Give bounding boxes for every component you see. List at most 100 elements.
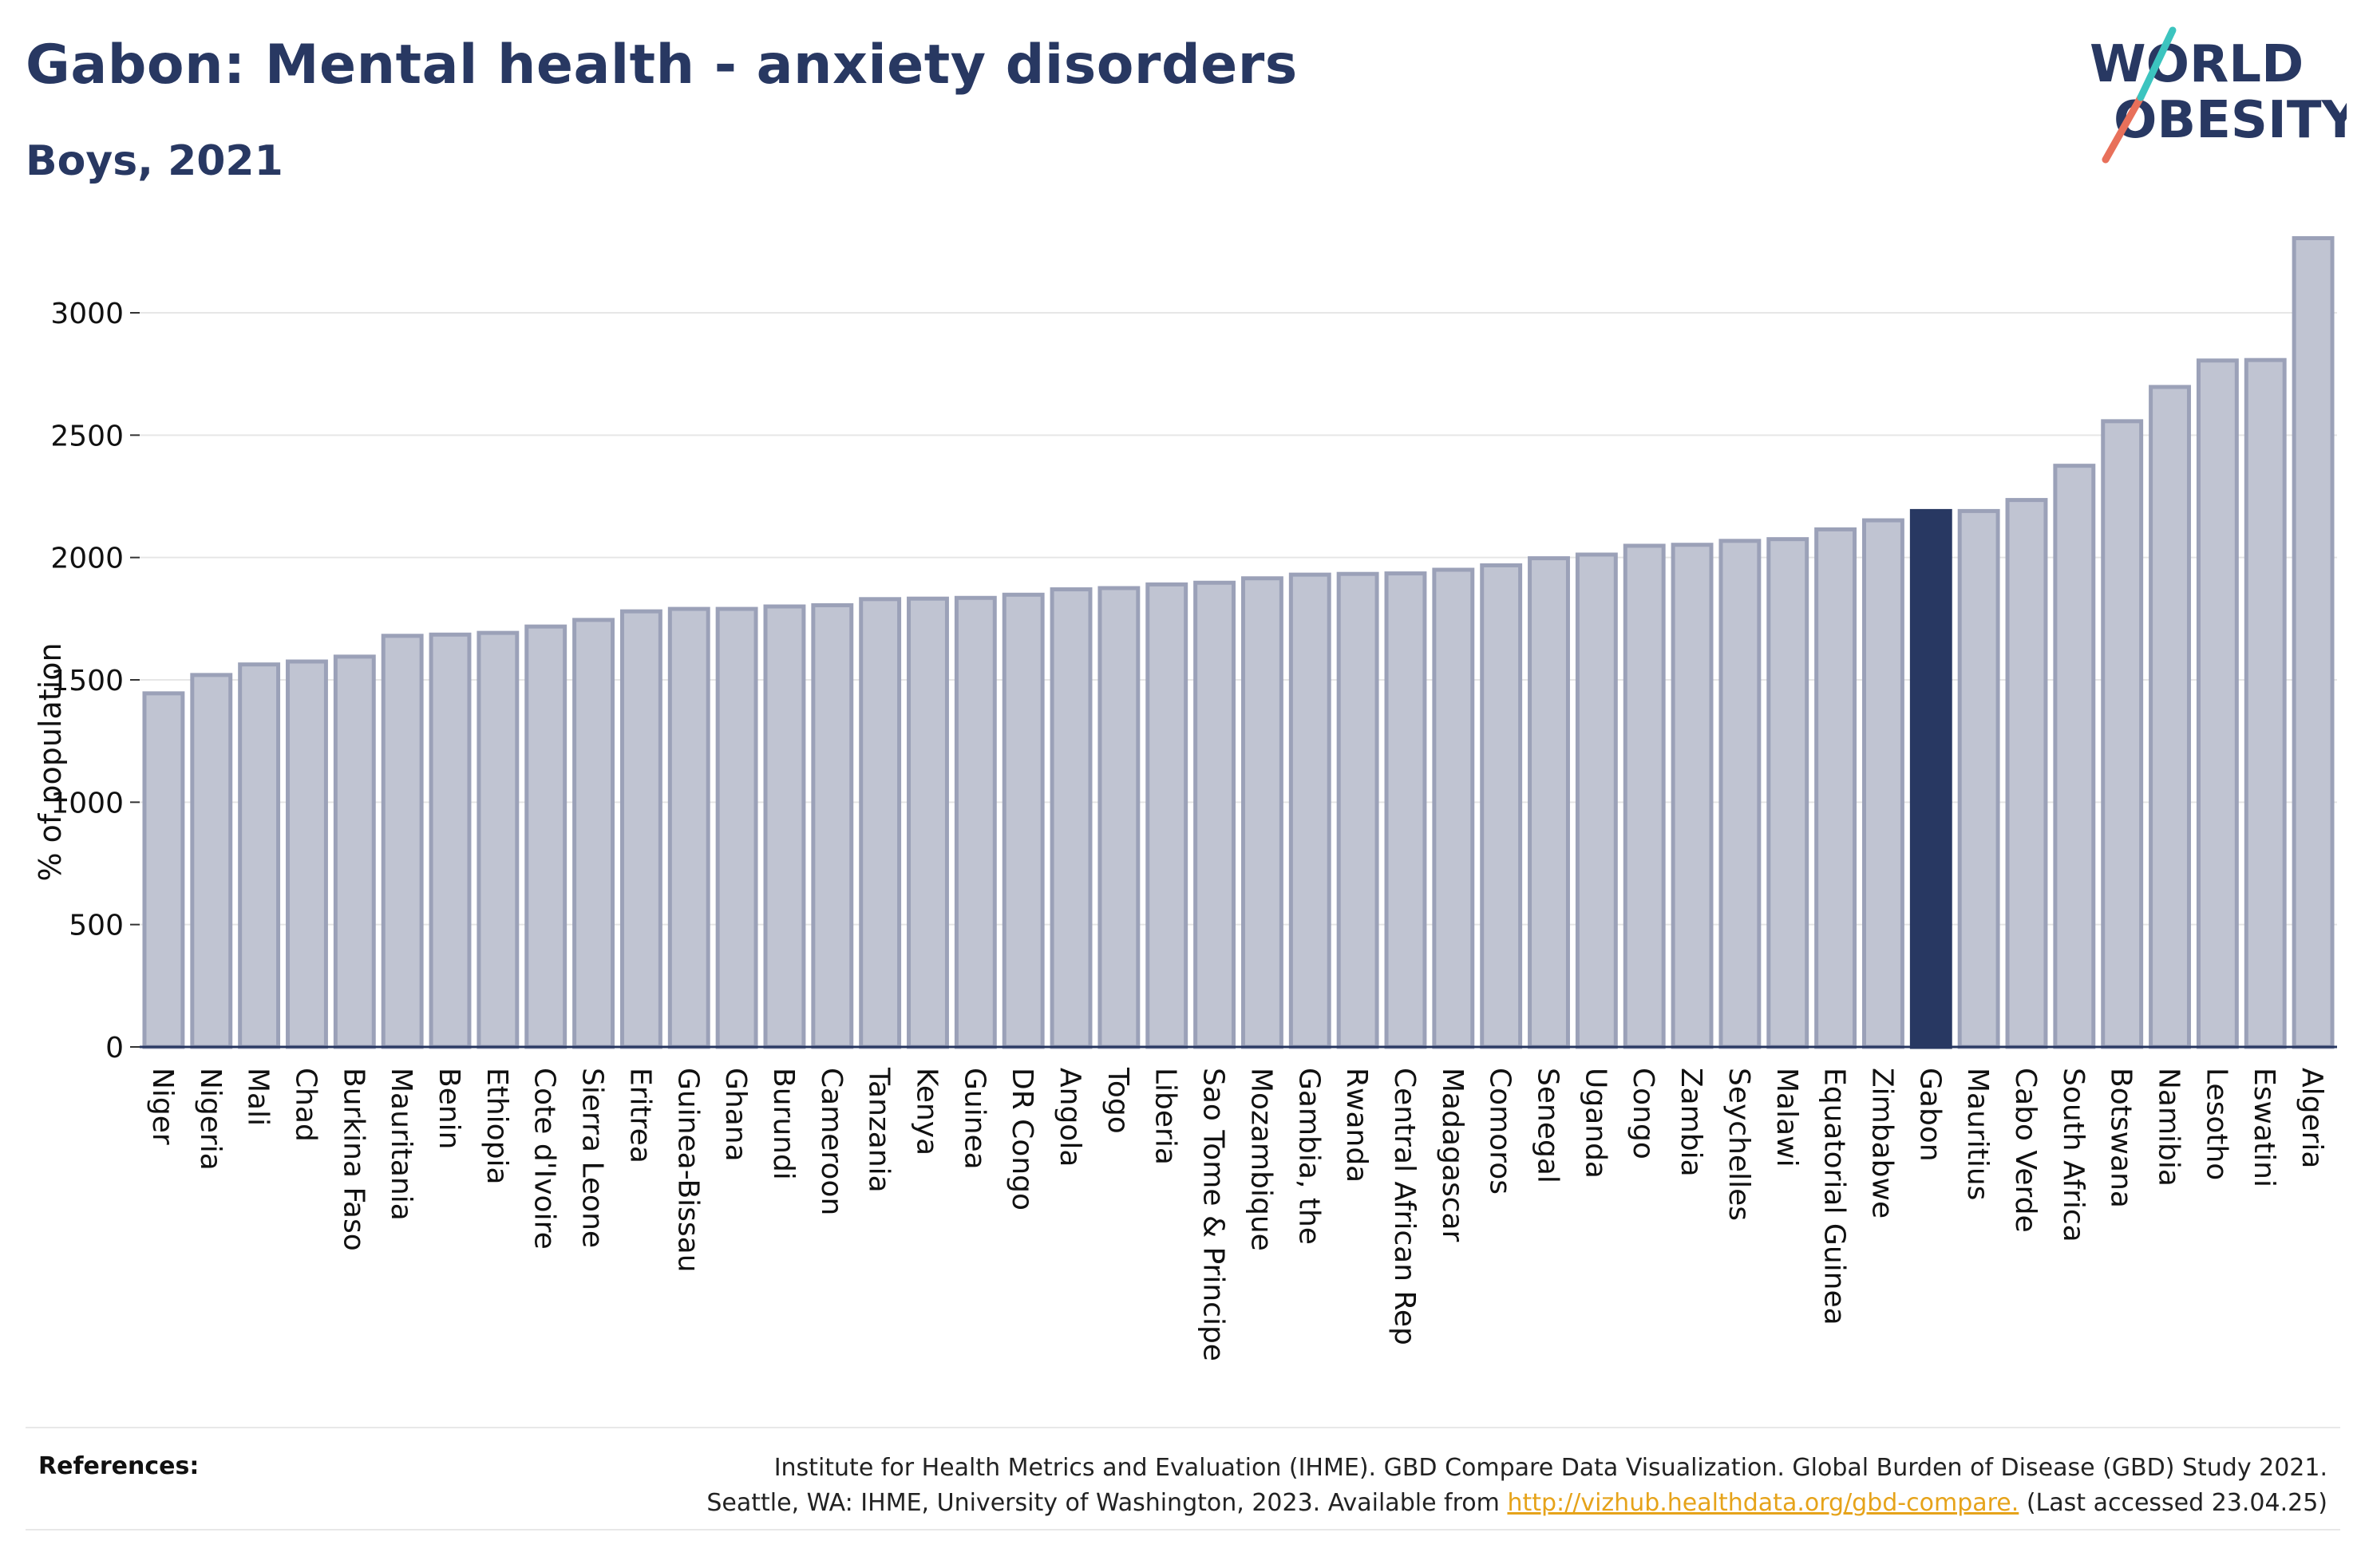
y-tick-label: 1000 (50, 787, 124, 820)
bar (286, 659, 328, 1049)
x-tick-label: Sao Tome & Principe (1197, 1068, 1230, 1361)
reference-line-2-prefix: Seattle, WA: IHME, University of Washing… (706, 1489, 1500, 1517)
x-tick-label: Liberia (1149, 1068, 1182, 1165)
references-footer: References: Institute for Health Metrics… (26, 1427, 2340, 1530)
x-tick-label: Angola (1054, 1068, 1086, 1167)
logo-line2: OBESITY (2114, 91, 2347, 150)
x-tick-label: Mali (242, 1068, 275, 1126)
logo-slash-coral (2102, 93, 2145, 164)
x-tick-label: Eswatini (2248, 1068, 2280, 1187)
world-obesity-logo: WORLD OBESITY (2090, 26, 2347, 164)
x-tick-label: Zambia (1675, 1068, 1707, 1177)
bar (1480, 563, 1523, 1049)
x-tick-label: Lesotho (2200, 1068, 2232, 1180)
x-tick-label: Gabon (1913, 1068, 1946, 1162)
bar (2244, 357, 2287, 1049)
bar (1193, 580, 1236, 1049)
x-tick-label: Burkina Faso (337, 1068, 370, 1251)
chart-title: Gabon: Mental health - anxiety disorders (26, 34, 1298, 97)
bar (1288, 572, 1331, 1049)
y-tick-label: 500 (69, 910, 124, 942)
x-tick-label: Comoros (1484, 1068, 1517, 1195)
y-tick-label: 0 (105, 1032, 124, 1064)
bar (1528, 556, 1570, 1049)
bar (1623, 543, 1666, 1049)
x-tick-label: Burundi (767, 1068, 800, 1180)
bar (907, 596, 949, 1049)
bar (2292, 235, 2335, 1049)
bar (2149, 385, 2191, 1049)
bar (1909, 508, 1952, 1049)
bars (142, 235, 2335, 1049)
bar (238, 662, 281, 1049)
reference-link[interactable]: http://vizhub.healthdata.org/gbd-compare… (1507, 1489, 2019, 1517)
bar (811, 602, 854, 1049)
bar (2196, 358, 2239, 1049)
bar (2005, 498, 2048, 1049)
bar (1432, 567, 1475, 1049)
x-tick-label: Namibia (2153, 1068, 2185, 1187)
x-tick-label: Togo (1101, 1067, 1134, 1134)
x-tick-label: Mauritania (385, 1068, 417, 1221)
bar (619, 609, 662, 1049)
x-tick-label: Gambia, the (1292, 1068, 1325, 1245)
chart-subtitle: Boys, 2021 (26, 137, 283, 185)
x-tick-label: Cote d'Ivoire (528, 1068, 561, 1250)
x-tick-label: Equatorial Guinea (1818, 1068, 1851, 1325)
references-text: Institute for Health Metrics and Evaluat… (492, 1451, 2327, 1521)
bar (1718, 539, 1762, 1049)
x-tick-label: Tanzania (863, 1067, 896, 1193)
x-tick-label: Mauritius (1961, 1068, 1994, 1200)
bar (1957, 508, 2000, 1049)
x-tick-label: DR Congo (1006, 1068, 1038, 1211)
x-tick-label: Nigeria (194, 1068, 227, 1171)
y-axis-label: % of population (33, 642, 68, 881)
bar (1145, 582, 1188, 1049)
x-tick-label: Sierra Leone (576, 1068, 609, 1248)
reference-line-1: Institute for Health Metrics and Evaluat… (773, 1454, 2327, 1482)
bar (1002, 592, 1045, 1049)
y-tick-label: 2000 (50, 543, 124, 575)
y-tick-label: 3000 (50, 298, 124, 330)
x-tick-label: Malawi (1770, 1068, 1803, 1167)
bar (429, 632, 472, 1049)
x-tick-label: Senegal (1532, 1068, 1564, 1183)
x-tick-label: Algeria (2296, 1068, 2328, 1169)
x-tick-label: Niger (146, 1068, 179, 1145)
logo-line1: WORLD (2090, 35, 2304, 94)
x-tick-label: Congo (1627, 1068, 1659, 1159)
logo-slash-teal (2137, 26, 2177, 101)
bar (381, 634, 424, 1049)
bar (954, 595, 997, 1049)
bar (1575, 552, 1618, 1049)
category-labels: Niger Nigeria Mali Chad Burkina Faso Mauritan… (146, 1067, 2328, 1361)
x-tick-label: Rwanda (1340, 1068, 1373, 1183)
bar (1240, 576, 1283, 1049)
x-tick-label: Eritrea (623, 1068, 656, 1163)
x-tick-label: Kenya (910, 1068, 943, 1155)
bar (2101, 419, 2144, 1049)
x-tick-label: Botswana (2105, 1068, 2138, 1208)
x-tick-label: Zimbabwe (1865, 1068, 1898, 1218)
bar (142, 691, 185, 1049)
bar (1050, 587, 1093, 1049)
x-tick-label: Cabo Verde (2009, 1068, 2042, 1233)
x-tick-label: Uganda (1579, 1068, 1612, 1179)
bar (1671, 543, 1714, 1049)
bar (2053, 464, 2096, 1049)
x-tick-label: Ghana (719, 1068, 752, 1162)
bar-chart: 0 500 1000 1500 2000 2500 3000 Niger Nigeria Mal… (33, 235, 2337, 1361)
bar (1097, 586, 1141, 1049)
bar (667, 606, 710, 1049)
bar (1766, 537, 1809, 1049)
bar (477, 630, 520, 1049)
bar (859, 597, 902, 1049)
x-tick-label: Madagascar (1436, 1068, 1469, 1242)
bar (763, 604, 806, 1049)
bar (1384, 571, 1427, 1049)
bar (190, 673, 233, 1049)
x-tick-label: Ethiopia (481, 1068, 513, 1185)
x-tick-label: Chad (289, 1068, 322, 1142)
x-tick-label: Mozambique (1244, 1068, 1277, 1251)
y-tick-label: 2500 (50, 420, 124, 452)
